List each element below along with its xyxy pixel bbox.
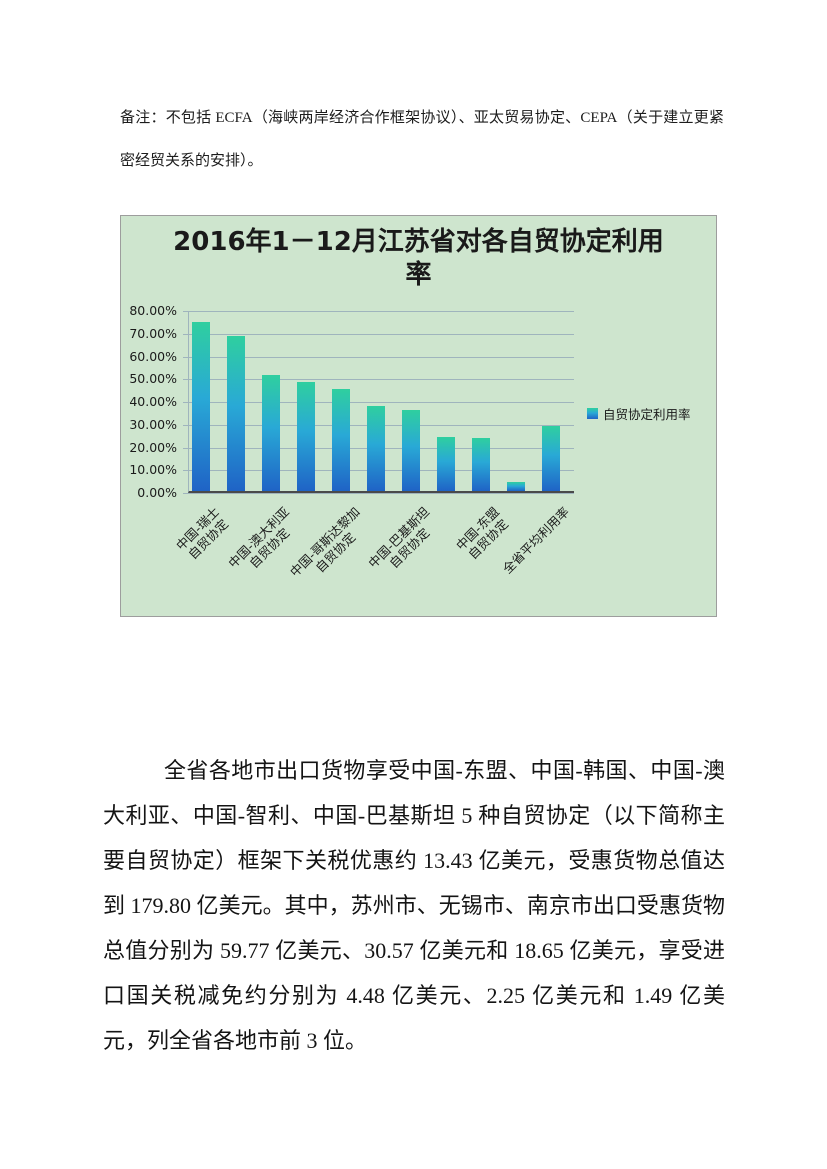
x-axis-category-label: 全省平均利用率	[500, 504, 573, 577]
bar	[297, 381, 315, 491]
bar	[227, 335, 245, 491]
chart-legend: 自贸协定利用率	[587, 404, 691, 423]
gridline	[183, 402, 574, 403]
bar	[437, 436, 455, 491]
y-axis-tick-label: 50.00%	[129, 371, 177, 387]
bar	[402, 409, 420, 491]
y-axis-tick-label: 20.00%	[129, 439, 177, 455]
bar	[472, 437, 490, 491]
legend-series-label: 自贸协定利用率	[603, 407, 691, 422]
x-axis-category-label: 中国-巴基斯坦 自贸协定	[365, 504, 433, 572]
gridline	[183, 334, 574, 335]
legend-color-swatch-icon	[587, 408, 598, 419]
embedded-bar-chart[interactable]: 2016年1－12月江苏省对各自贸协定利用率 80.00% 70.00% 60.00…	[120, 215, 717, 617]
bar	[332, 388, 350, 491]
bar	[507, 481, 525, 491]
x-axis-category-label: 中国-哥斯达黎加 自贸协定	[286, 504, 363, 580]
y-axis-tick-label: 40.00%	[129, 394, 177, 409]
bar	[367, 406, 385, 491]
y-axis-tick-label: 0.00%	[137, 485, 177, 500]
gridline	[183, 357, 574, 358]
gridline	[183, 379, 574, 380]
plot-area	[183, 311, 574, 494]
body-paragraph: 全省各地市出口货物享受中国-东盟、中国-韩国、中国-澳大利亚、中国-智利、中国-…	[103, 758, 725, 1053]
gridline	[183, 311, 574, 312]
y-axis-tick-label: 70.00%	[129, 325, 177, 341]
x-axis-category-label: 中国-瑞士 自贸协定	[173, 504, 232, 563]
y-axis-tick-label: 30.00%	[129, 416, 177, 432]
y-axis-labels: 80.00% 70.00% 60.00% 50.00% 40.00% 30.00% 20.0…	[121, 216, 179, 616]
bar	[262, 374, 280, 491]
chart-title: 2016年1－12月江苏省对各自贸协定利用率	[173, 227, 664, 290]
note-text: 备注：不包括 ECFA（海峡两岸经济合作框架协议）、亚太贸易协定、CEPA（关于…	[120, 110, 724, 169]
gridline	[183, 493, 574, 494]
y-axis-tick-label: 80.00%	[129, 303, 177, 318]
x-axis-category-label: 中国-东盟 自贸协定	[453, 504, 512, 563]
x-axis-category-label: 中国-澳大利亚 自贸协定	[225, 504, 293, 572]
y-axis-tick-label: 10.00%	[129, 462, 177, 478]
bar	[192, 322, 210, 491]
y-axis-tick-label: 60.00%	[129, 348, 177, 364]
bar	[542, 425, 560, 491]
